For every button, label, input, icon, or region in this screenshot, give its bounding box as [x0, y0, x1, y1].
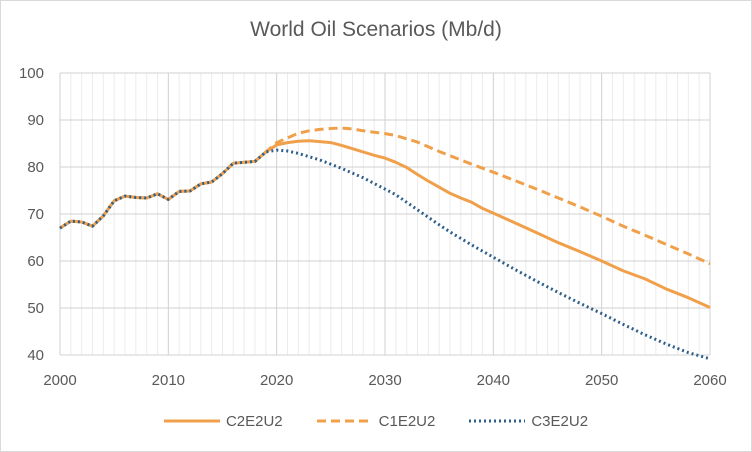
legend-item-c3e2u2: C3E2U2: [469, 413, 588, 430]
y-tick-label: 50: [27, 300, 44, 317]
x-tick-label: 2040: [477, 372, 510, 389]
y-tick-label: 100: [19, 65, 44, 82]
legend-line-dashed-icon: [316, 419, 373, 423]
legend-label: C2E2U2: [225, 412, 283, 430]
y-tick-label: 70: [27, 206, 44, 223]
legend-label: C3E2U2: [531, 412, 589, 430]
legend-item-c1e2u2: C1E2U2: [316, 412, 436, 430]
legend-line-dotted-icon: [469, 419, 526, 423]
y-tick-label: 60: [27, 253, 44, 270]
x-tick-label: 2050: [585, 372, 618, 389]
x-tick-label: 2030: [368, 372, 401, 389]
chart-title: World Oil Scenarios (Mb/d): [250, 18, 502, 41]
x-tick-label: 2020: [260, 372, 293, 389]
y-tick-label: 90: [27, 112, 44, 129]
x-tick-label: 2010: [152, 372, 185, 389]
y-axis-tick-labels: 40 50 60 70 80 90 100: [19, 65, 44, 364]
legend-line-solid-icon: [163, 419, 220, 423]
series-line-c3e2u2: [59, 148, 711, 361]
legend-item-c2e2u2: C2E2U2: [163, 412, 283, 430]
y-tick-label: 40: [27, 347, 44, 364]
x-tick-label: 2060: [693, 372, 726, 389]
legend: C2E2U2 C1E2U2 C3E2U2: [0, 410, 752, 432]
y-tick-label: 80: [27, 159, 44, 176]
x-axis-tick-labels: 2000 2010 2020 2030 2040 2050 2060: [43, 372, 726, 389]
series-layer: [59, 126, 711, 361]
grid-horizontal: [60, 72, 710, 356]
legend-label: C1E2U2: [378, 412, 436, 430]
x-tick-label: 2000: [43, 372, 76, 389]
